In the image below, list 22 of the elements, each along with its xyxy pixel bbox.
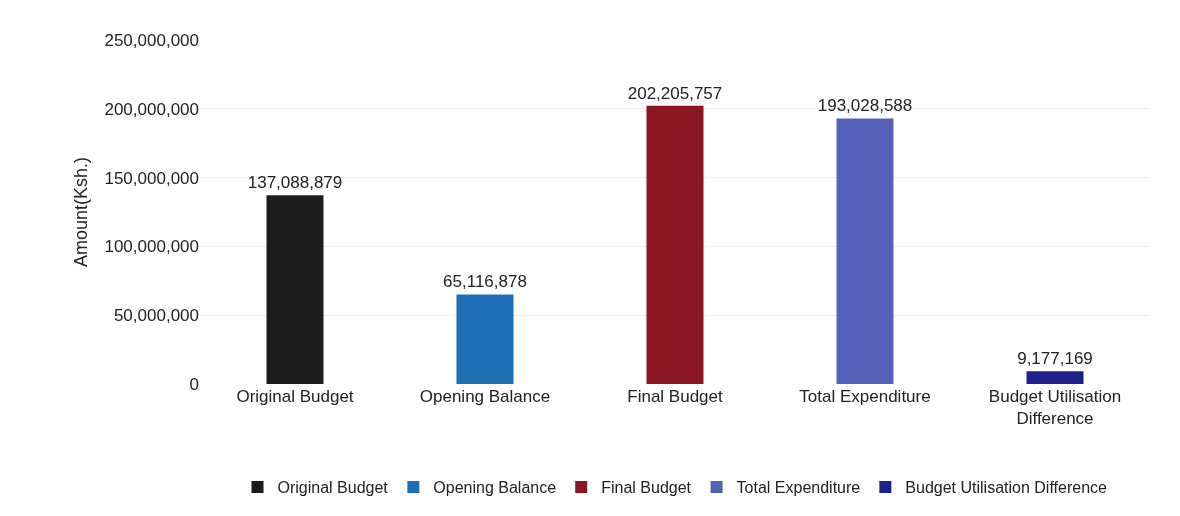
x-tick-label: Final Budget — [627, 387, 723, 406]
legend-label: Opening Balance — [433, 479, 557, 497]
data-label: 137,088,879 — [247, 173, 343, 193]
y-tick-label: 0 — [189, 374, 199, 394]
x-tick-label: Budget Utilisation Difference — [988, 387, 1122, 429]
data-label: 202,205,757 — [627, 83, 723, 103]
data-label: 65,116,878 — [443, 272, 527, 292]
x-tick-label: Opening Balance — [419, 387, 551, 406]
y-tick-label: 200,000,000 — [104, 99, 199, 119]
x-tick-label: Total Expenditure — [799, 387, 931, 406]
y-axis-title: Amount(Ksh.) — [70, 156, 91, 268]
y-tick-label: 100,000,000 — [104, 237, 199, 257]
y-tick-label: 150,000,000 — [104, 168, 199, 188]
x-tick-label: Original Budget — [236, 387, 354, 406]
data-label: 9,177,169 — [1017, 349, 1093, 369]
legend-label: Final Budget — [601, 479, 692, 497]
legend-label: Total Expenditure — [736, 479, 861, 497]
data-label: 193,028,588 — [817, 96, 913, 116]
legend-label: Original Budget — [277, 479, 389, 497]
legend-label: Budget Utilisation Difference — [905, 479, 1108, 497]
y-tick-label: 250,000,000 — [104, 30, 199, 50]
y-tick-label: 50,000,000 — [113, 306, 199, 326]
